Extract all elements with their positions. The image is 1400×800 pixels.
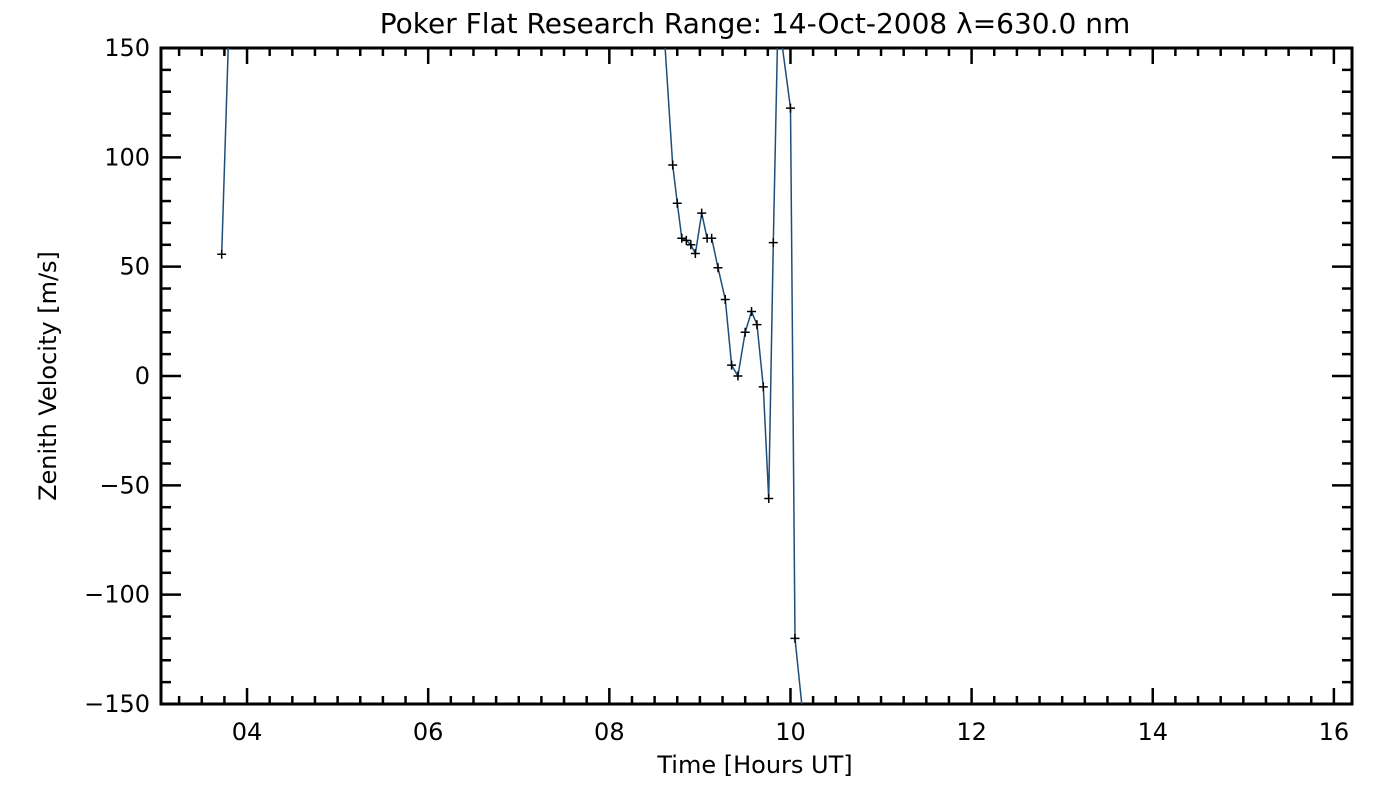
data-point-marker [764, 493, 774, 503]
y-tick-label: −150 [84, 690, 150, 718]
x-tick-label: 08 [594, 718, 625, 746]
data-point-marker [747, 306, 757, 316]
data-point-marker [690, 249, 700, 259]
series-line [220, 48, 229, 255]
data-point-marker [727, 360, 737, 370]
x-tick-label: 16 [1319, 718, 1350, 746]
y-tick-label: 100 [104, 143, 150, 171]
x-tick-label: 14 [1137, 718, 1168, 746]
y-tick-label: −50 [99, 471, 150, 499]
data-point-marker [785, 103, 795, 113]
y-axis-label: Zenith Velocity [m/s] [34, 251, 62, 501]
data-point-marker [681, 235, 691, 245]
data-point-marker [790, 633, 800, 643]
data-point-marker [672, 198, 682, 208]
y-tick-label: 50 [119, 253, 150, 281]
data-point-marker [768, 238, 778, 248]
data-point-marker [752, 320, 762, 330]
y-tick-label: 0 [135, 362, 150, 390]
data-point-marker [720, 294, 730, 304]
x-tick-label: 06 [413, 718, 444, 746]
data-point-marker [758, 382, 768, 392]
data-point-marker [713, 263, 723, 273]
data-point-marker [733, 371, 743, 381]
data-point-marker [217, 249, 227, 259]
data-point-marker [740, 327, 750, 337]
data-point-marker [686, 240, 696, 250]
y-tick-label: −100 [84, 581, 150, 609]
data-point-marker [668, 160, 678, 170]
chart-title: Poker Flat Research Range: 14-Oct-2008 λ… [380, 7, 1131, 40]
plot-frame [159, 46, 1354, 706]
data-point-marker [697, 208, 707, 218]
x-tick-label: 10 [775, 718, 806, 746]
x-axis-label: Time [Hours UT] [656, 751, 852, 779]
x-tick-label: 12 [956, 718, 987, 746]
data-point-marker [707, 233, 717, 243]
y-tick-label: 150 [104, 34, 150, 62]
plot-area: 04 06 08 10 12 14 16 −150 −100 −50 0 50 100 150 [84, 34, 1354, 746]
x-tick-label: 04 [232, 718, 263, 746]
data-point-marker [677, 233, 687, 243]
